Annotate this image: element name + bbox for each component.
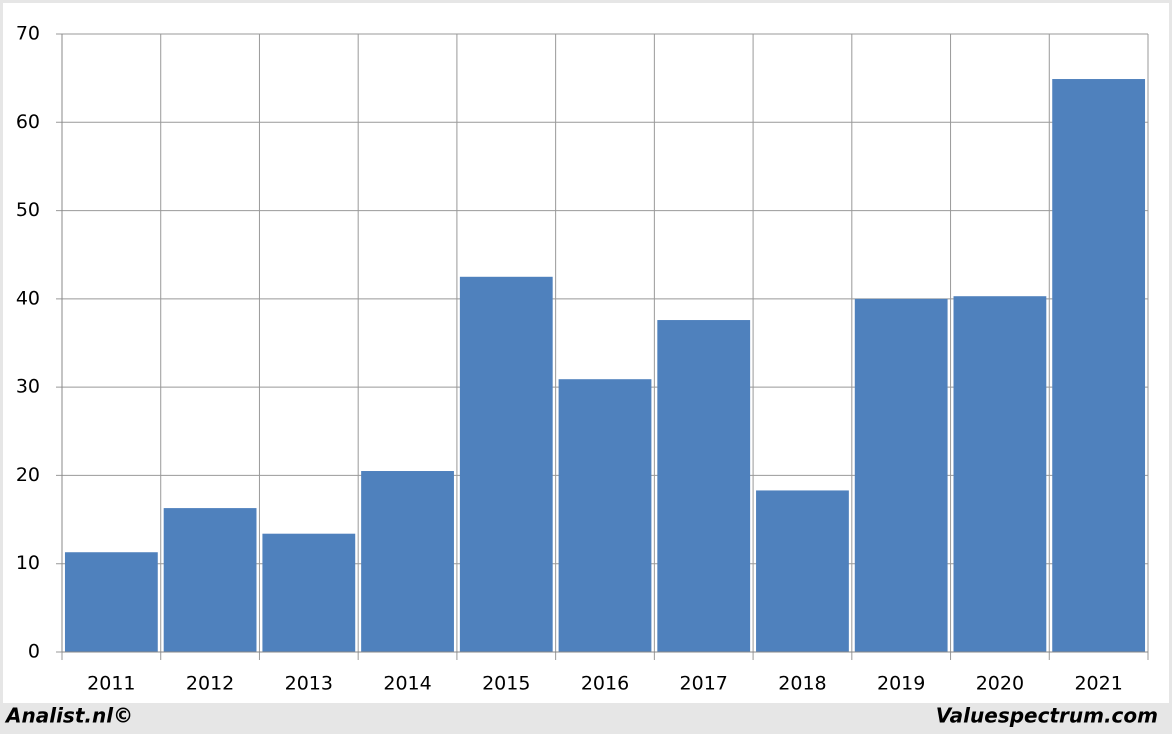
bar (64, 552, 158, 652)
bar (854, 298, 948, 652)
bar (558, 379, 652, 652)
y-tick-label: 50 (16, 199, 40, 221)
bar (657, 320, 751, 652)
footer-left: Analist.nl© (4, 704, 133, 728)
y-tick-label: 40 (16, 287, 40, 309)
x-tick-label: 2020 (976, 673, 1024, 695)
x-tick-label: 2016 (581, 673, 629, 695)
bar (1052, 79, 1146, 653)
x-tick-label: 2012 (186, 673, 234, 695)
y-tick-label: 10 (16, 552, 40, 574)
x-tick-label: 2011 (87, 673, 135, 695)
x-tick-label: 2021 (1074, 673, 1122, 695)
x-tick-label: 2013 (285, 673, 333, 695)
y-tick-label: 70 (16, 23, 40, 45)
bar (361, 471, 454, 652)
bar (756, 490, 849, 652)
x-tick-label: 2017 (680, 673, 728, 695)
bar (459, 276, 553, 652)
bar (953, 296, 1047, 652)
footer-right: Valuespectrum.com (936, 704, 1158, 728)
y-tick-label: 60 (16, 111, 40, 133)
bar (262, 533, 356, 652)
y-tick-label: 20 (16, 464, 40, 486)
x-tick-label: 2018 (778, 673, 826, 695)
x-tick-label: 2015 (482, 673, 530, 695)
x-tick-label: 2019 (877, 673, 925, 695)
y-tick-label: 0 (28, 641, 40, 663)
y-tick-label: 30 (16, 376, 40, 398)
x-tick-label: 2014 (383, 673, 431, 695)
bar (163, 508, 257, 652)
